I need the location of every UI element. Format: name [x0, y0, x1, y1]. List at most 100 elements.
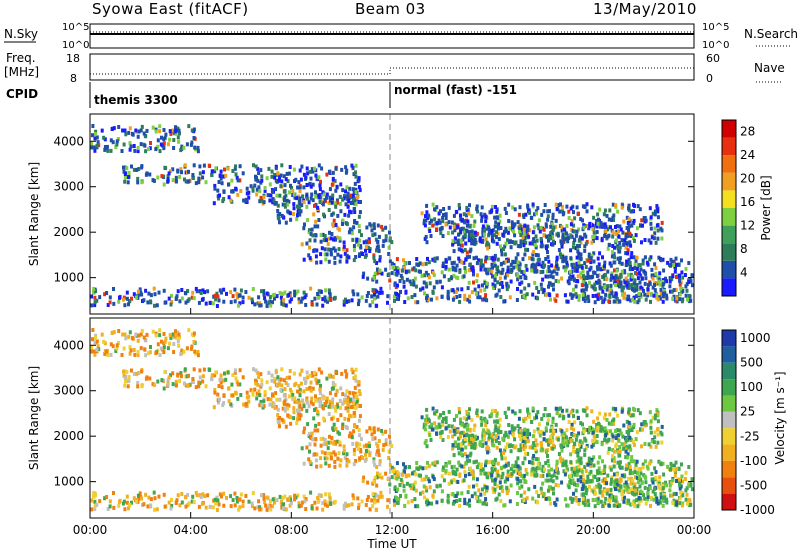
- data-cell: [575, 433, 579, 438]
- data-cell: [635, 294, 639, 299]
- data-cell: [345, 426, 349, 431]
- data-cell: [140, 124, 144, 129]
- data-cell: [168, 341, 172, 346]
- data-cell: [292, 192, 296, 197]
- data-cell: [166, 346, 170, 351]
- data-cell: [681, 289, 685, 293]
- data-cell: [575, 294, 579, 299]
- data-cell: [272, 402, 276, 407]
- data-cell: [314, 458, 318, 463]
- data-cell: [519, 224, 523, 229]
- data-cell: [447, 220, 451, 225]
- data-cell: [336, 404, 340, 409]
- data-cell: [360, 437, 363, 442]
- data-cell: [518, 227, 522, 232]
- data-cell: [603, 222, 607, 227]
- data-cell: [105, 349, 108, 354]
- data-cell: [217, 196, 220, 201]
- data-cell: [217, 384, 221, 388]
- data-cell: [264, 299, 268, 304]
- data-cell: [175, 383, 178, 388]
- data-cell: [245, 186, 249, 191]
- data-cell: [427, 417, 430, 422]
- data-cell: [342, 506, 346, 511]
- data-cell: [661, 280, 665, 284]
- y-tick-label: 2000: [53, 225, 84, 239]
- data-cell: [130, 500, 133, 505]
- data-cell: [681, 493, 685, 497]
- data-cell: [624, 263, 628, 268]
- data-cell: [513, 411, 517, 416]
- data-cell: [542, 227, 546, 232]
- data-cell: [112, 505, 116, 510]
- data-cell: [614, 436, 618, 440]
- data-cell: [562, 431, 566, 436]
- data-cell: [297, 300, 301, 305]
- data-cell: [267, 504, 271, 509]
- data-cell: [511, 444, 515, 449]
- data-cell: [643, 459, 647, 464]
- data-cell: [331, 415, 335, 420]
- data-cell: [569, 480, 573, 485]
- data-cell: [536, 258, 540, 263]
- data-cell: [618, 256, 622, 261]
- data-cell: [327, 170, 331, 174]
- data-cell: [648, 410, 652, 415]
- data-cell: [495, 496, 499, 501]
- data-cell: [273, 405, 277, 410]
- data-cell: [498, 213, 502, 218]
- data-cell: [483, 281, 487, 285]
- data-cell: [224, 173, 228, 178]
- data-cell: [152, 382, 156, 387]
- data-cell: [323, 502, 327, 507]
- data-cell: [309, 184, 313, 189]
- data-cell: [683, 273, 687, 277]
- data-cell: [570, 295, 574, 300]
- data-cell: [98, 295, 102, 300]
- data-cell: [194, 385, 198, 390]
- data-cell: [441, 419, 445, 424]
- data-cell: [431, 474, 435, 479]
- data-cell: [603, 272, 607, 277]
- data-cell: [321, 436, 325, 441]
- data-cell: [372, 253, 376, 258]
- data-cell: [429, 218, 433, 223]
- data-cell: [191, 377, 195, 381]
- data-cell: [547, 469, 551, 474]
- data-cell: [149, 345, 152, 349]
- data-cell: [182, 349, 186, 354]
- data-cell: [577, 442, 581, 447]
- data-cell: [675, 275, 678, 279]
- data-cell: [480, 205, 484, 210]
- data-cell: [490, 234, 494, 239]
- data-cell: [557, 407, 561, 411]
- data-cell: [525, 267, 529, 272]
- data-cell: [192, 296, 196, 301]
- data-cell: [528, 256, 531, 261]
- data-cell: [100, 128, 104, 133]
- data-cell: [222, 197, 226, 201]
- data-cell: [94, 289, 98, 294]
- data-cell: [144, 288, 148, 293]
- data-cell: [543, 407, 547, 411]
- data-cell: [354, 367, 358, 372]
- data-cell: [473, 219, 477, 224]
- data-cell: [622, 219, 626, 224]
- data-cell: [305, 387, 309, 391]
- data-cell: [588, 280, 591, 285]
- data-cell: [535, 262, 539, 267]
- data-cell: [550, 474, 554, 479]
- data-cell: [627, 203, 631, 208]
- data-cell: [431, 406, 435, 411]
- data-cell: [650, 439, 654, 444]
- data-cell: [524, 451, 528, 456]
- data-cell: [178, 131, 181, 136]
- data-cell: [598, 411, 602, 416]
- data-cell: [490, 433, 494, 437]
- data-cell: [358, 252, 362, 257]
- data-cell: [305, 398, 309, 403]
- data-cell: [659, 291, 663, 296]
- data-cell: [361, 456, 364, 460]
- data-cell: [466, 219, 470, 224]
- data-cell: [659, 491, 663, 496]
